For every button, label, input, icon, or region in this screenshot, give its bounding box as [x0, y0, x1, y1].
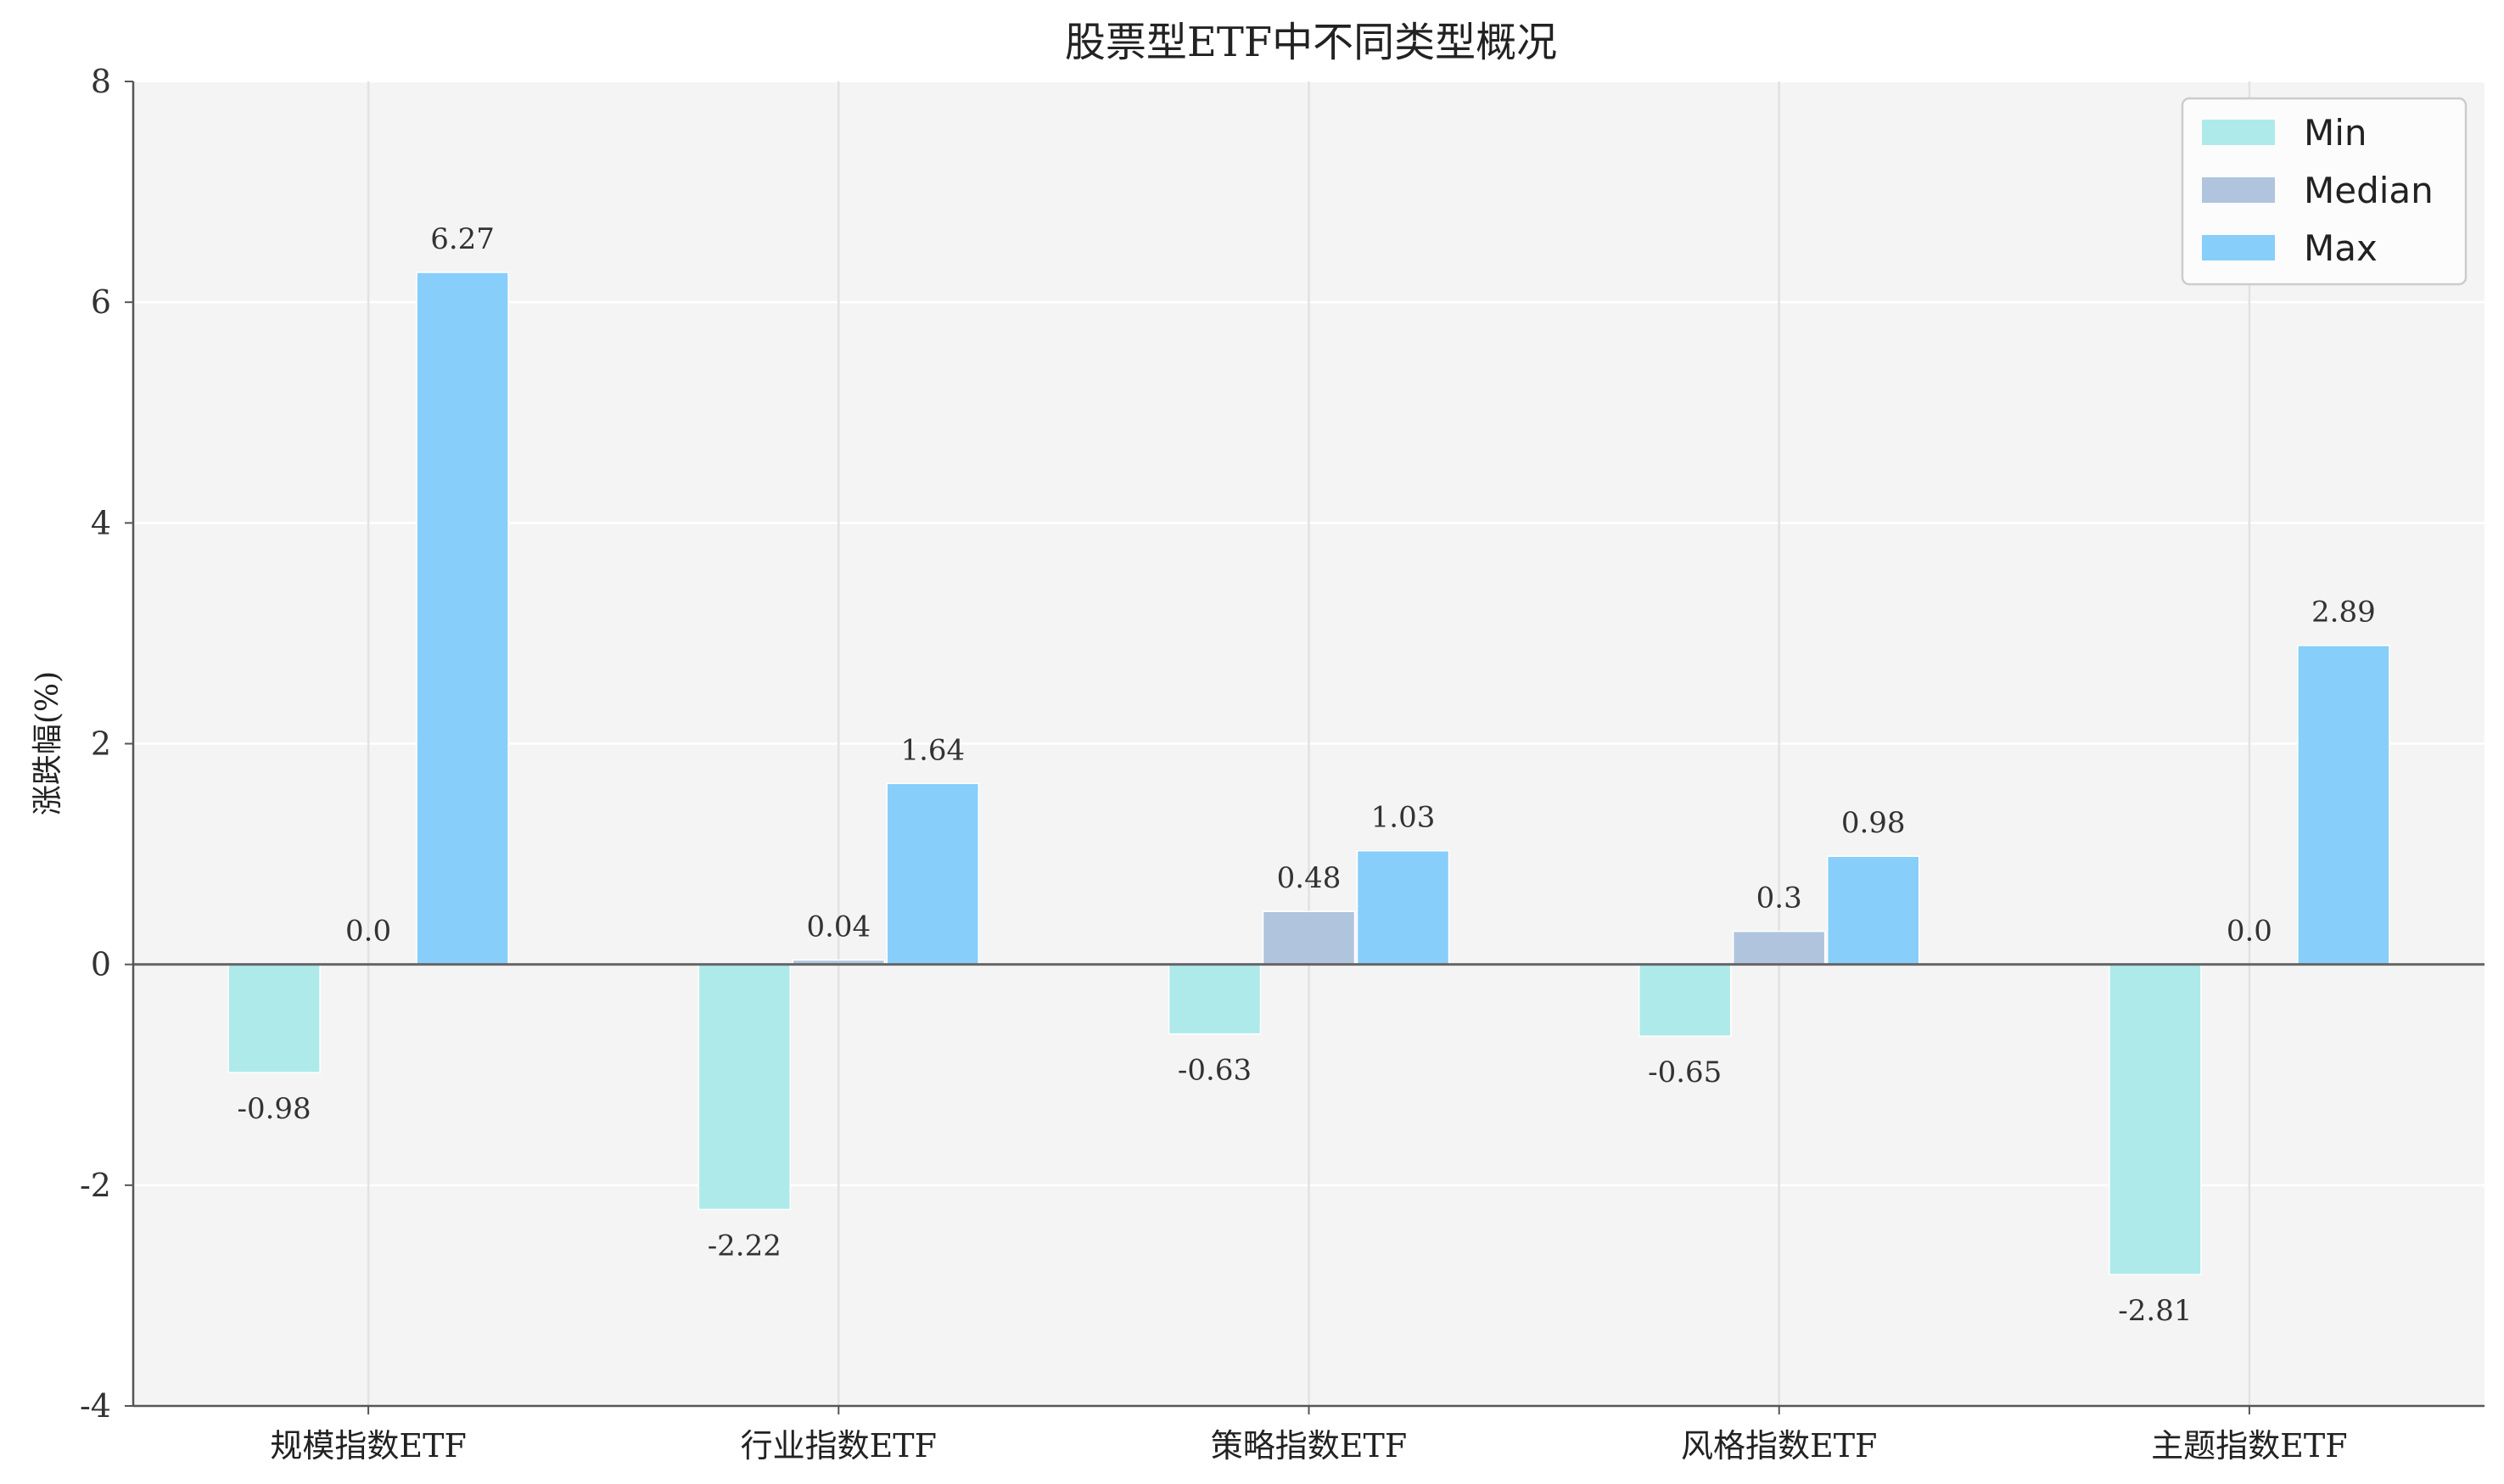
value-label-max-3: 0.98: [1841, 806, 1906, 840]
y-tick-label: 4: [91, 504, 111, 541]
x-tick-label: 风格指数ETF: [1681, 1427, 1877, 1464]
value-label-max-0: 6.27: [430, 222, 495, 256]
bars-layer: [227, 272, 2390, 1275]
bar-min-2: [1168, 963, 1262, 1035]
value-label-median-0: 0.0: [345, 915, 391, 949]
value-label-min-0: -0.98: [237, 1092, 311, 1126]
legend-swatch-max: [2202, 235, 2275, 260]
bar-median-2: [1262, 910, 1356, 966]
bar-max-1: [886, 782, 980, 966]
legend-swatch-median: [2202, 177, 2275, 203]
y-tick-label: -2: [80, 1167, 111, 1204]
y-tick-label: -4: [80, 1387, 111, 1425]
value-label-max-1: 1.64: [900, 733, 965, 767]
value-label-layer: -0.98 -2.22 -0.63 -0.65 -2.81 0.0 0.04 0.48 0.3 0…: [237, 222, 2375, 1328]
y-tick-label: 0: [91, 946, 111, 983]
y-tick-label: 2: [91, 725, 111, 763]
bar-min-0: [227, 963, 321, 1073]
y-tick-label: 8: [91, 63, 111, 100]
x-tick-label: 规模指数ETF: [270, 1427, 466, 1464]
value-label-median-2: 0.48: [1277, 861, 1342, 895]
value-label-min-3: -0.65: [1648, 1056, 1722, 1089]
legend-label-median: Median: [2304, 170, 2434, 211]
y-axis-label: 涨跌幅(%): [31, 671, 65, 815]
bar-max-4: [2297, 644, 2390, 966]
y-tick-label: 6: [91, 283, 111, 321]
bar-max-3: [1826, 855, 1920, 966]
value-label-max-2: 1.03: [1371, 801, 1436, 835]
value-label-median-3: 0.3: [1756, 882, 1802, 916]
bar-min-1: [697, 963, 792, 1211]
value-label-min-2: -0.63: [1178, 1054, 1252, 1088]
legend-label-max: Max: [2304, 227, 2378, 269]
value-label-max-4: 2.89: [2311, 596, 2376, 630]
legend-swatch-min: [2202, 120, 2275, 145]
bar-median-3: [1732, 930, 1826, 966]
legend: Min Median Max: [2181, 97, 2468, 286]
bar-min-4: [2109, 963, 2202, 1275]
legend-label-min: Min: [2304, 112, 2367, 154]
value-label-median-4: 0.0: [2227, 915, 2272, 949]
value-label-min-1: -2.22: [708, 1229, 781, 1263]
value-label-min-4: -2.81: [2118, 1294, 2192, 1328]
x-tick-label: 策略指数ETF: [1211, 1427, 1407, 1464]
x-tick-label: 主题指数ETF: [2151, 1427, 2347, 1464]
bar-max-0: [416, 272, 509, 966]
chart-title: 股票型ETF中不同类型概况: [1065, 19, 1557, 66]
bar-max-2: [1356, 849, 1450, 966]
x-tick-label: 行业指数ETF: [741, 1427, 937, 1464]
y-tick-layer: -4 -2 0 2 4 6 8: [80, 63, 133, 1425]
x-tick-layer: 规模指数ETF 行业指数ETF 策略指数ETF 风格指数ETF 主题指数ETF: [270, 1406, 2348, 1464]
bar-min-3: [1638, 963, 1732, 1037]
value-label-median-1: 0.04: [806, 910, 871, 944]
